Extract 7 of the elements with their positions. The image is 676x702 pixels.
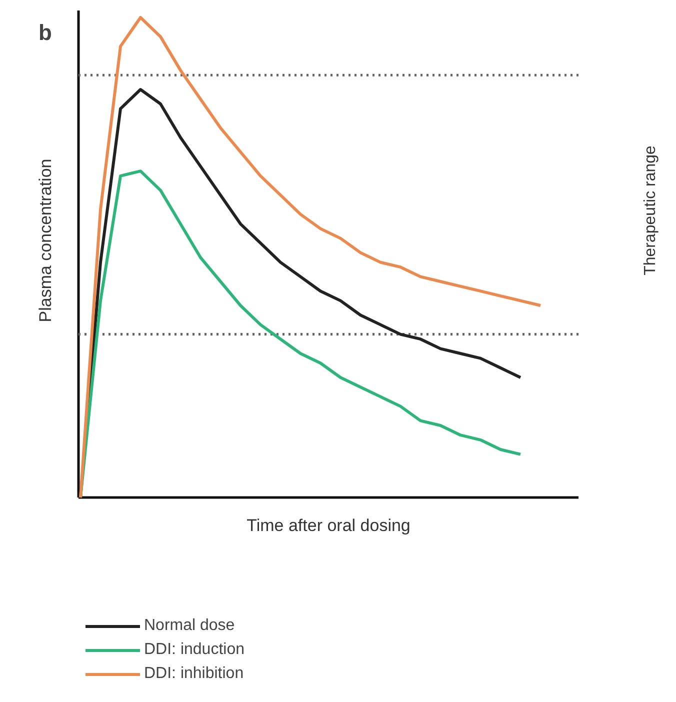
x-axis-title: Time after oral dosing [246,516,410,535]
legend-label: DDI: inhibition [144,665,244,683]
y-axis-title: Plasma concentration [36,158,55,322]
legend-label: Normal dose [144,617,235,635]
chart-title: b [38,20,52,45]
text: Therapeutic range [642,145,659,276]
legend-label: DDI: induction [144,641,244,659]
